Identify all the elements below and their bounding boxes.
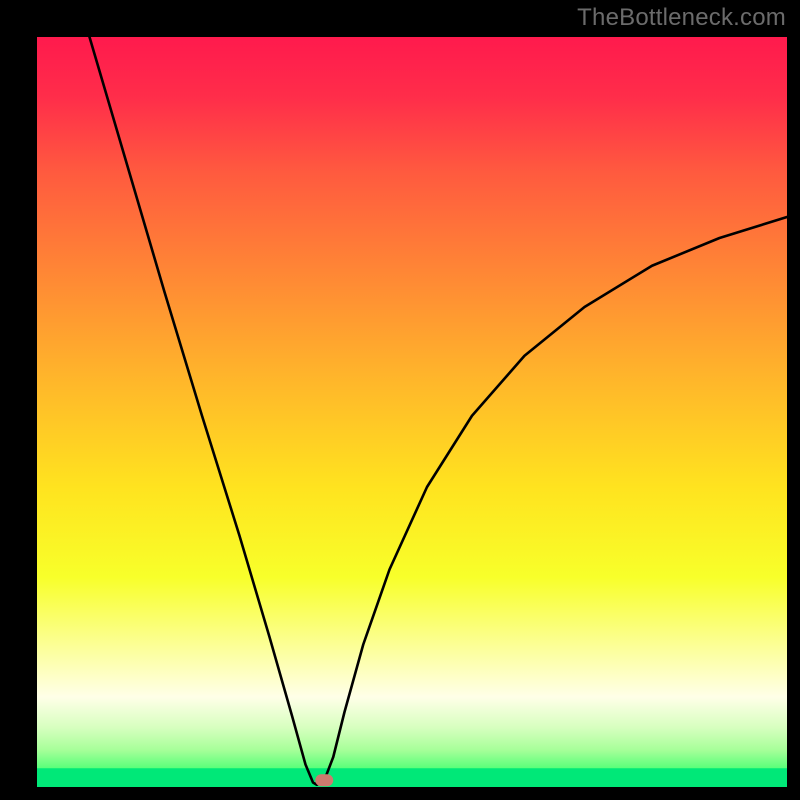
plot-bottom-band — [37, 768, 787, 787]
bottleneck-chart — [0, 0, 800, 800]
plot-background-gradient — [37, 37, 787, 787]
current-point-marker — [315, 774, 333, 786]
chart-container: TheBottleneck.com — [0, 0, 800, 800]
watermark-text: TheBottleneck.com — [577, 4, 786, 32]
